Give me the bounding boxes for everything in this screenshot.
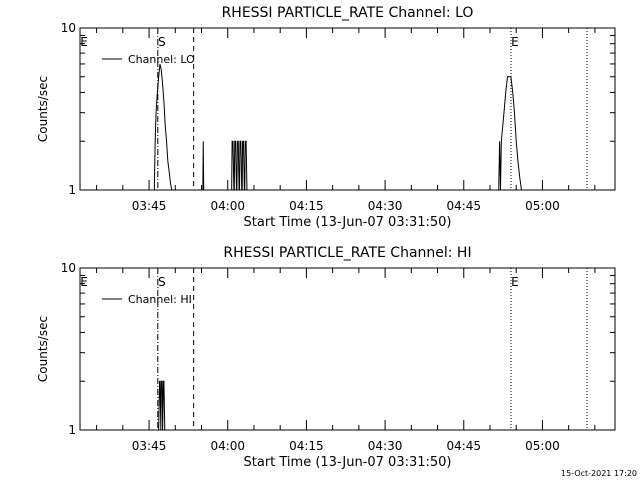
x-tick-label: 05:00 xyxy=(525,439,560,453)
legend-label: Channel: LO xyxy=(128,53,195,66)
footer-timestamp: 15-Oct-2021 17:20 xyxy=(561,469,637,478)
chart-title: RHESSI PARTICLE_RATE Channel: LO xyxy=(222,5,474,21)
chart-title: RHESSI PARTICLE_RATE Channel: HI xyxy=(223,245,471,261)
y-axis-label: Counts/sec xyxy=(36,316,50,382)
y-tick-label: 1 xyxy=(68,183,76,197)
marker-label: S xyxy=(158,35,166,49)
x-axis-label: Start Time (13-Jun-07 03:31:50) xyxy=(244,455,452,470)
x-tick-label: 04:30 xyxy=(368,439,403,453)
x-tick-label: 04:45 xyxy=(446,439,481,453)
x-tick-label: 05:00 xyxy=(525,199,560,213)
x-tick-label: 04:15 xyxy=(289,439,324,453)
marker-label: E xyxy=(80,275,88,289)
y-tick-label: 1 xyxy=(68,423,76,437)
x-tick-label: 04:15 xyxy=(289,199,324,213)
x-tick-label: 04:45 xyxy=(446,199,481,213)
x-tick-label: 04:00 xyxy=(210,199,245,213)
series-line-0 xyxy=(153,63,527,191)
series-line-0 xyxy=(158,380,166,431)
x-tick-label: 04:30 xyxy=(368,199,403,213)
chart-panel-0: RHESSI PARTICLE_RATE Channel: LO Counts/s… xyxy=(36,5,616,230)
x-tick-label: 03:45 xyxy=(132,439,167,453)
marker-label: E xyxy=(511,35,519,49)
legend-label: Channel: HI xyxy=(128,293,192,306)
marker-label: S xyxy=(158,275,166,289)
y-tick-label: 10 xyxy=(61,21,76,35)
y-tick-label: 10 xyxy=(61,261,76,275)
x-tick-label: 04:00 xyxy=(210,439,245,453)
x-tick-label: 03:45 xyxy=(132,199,167,213)
marker-label: E xyxy=(80,35,88,49)
x-axis-label: Start Time (13-Jun-07 03:31:50) xyxy=(244,215,452,230)
marker-label: E xyxy=(511,275,519,289)
chart-panel-1: RHESSI PARTICLE_RATE Channel: HI Counts/s… xyxy=(36,245,616,470)
y-axis-label: Counts/sec xyxy=(36,76,50,142)
